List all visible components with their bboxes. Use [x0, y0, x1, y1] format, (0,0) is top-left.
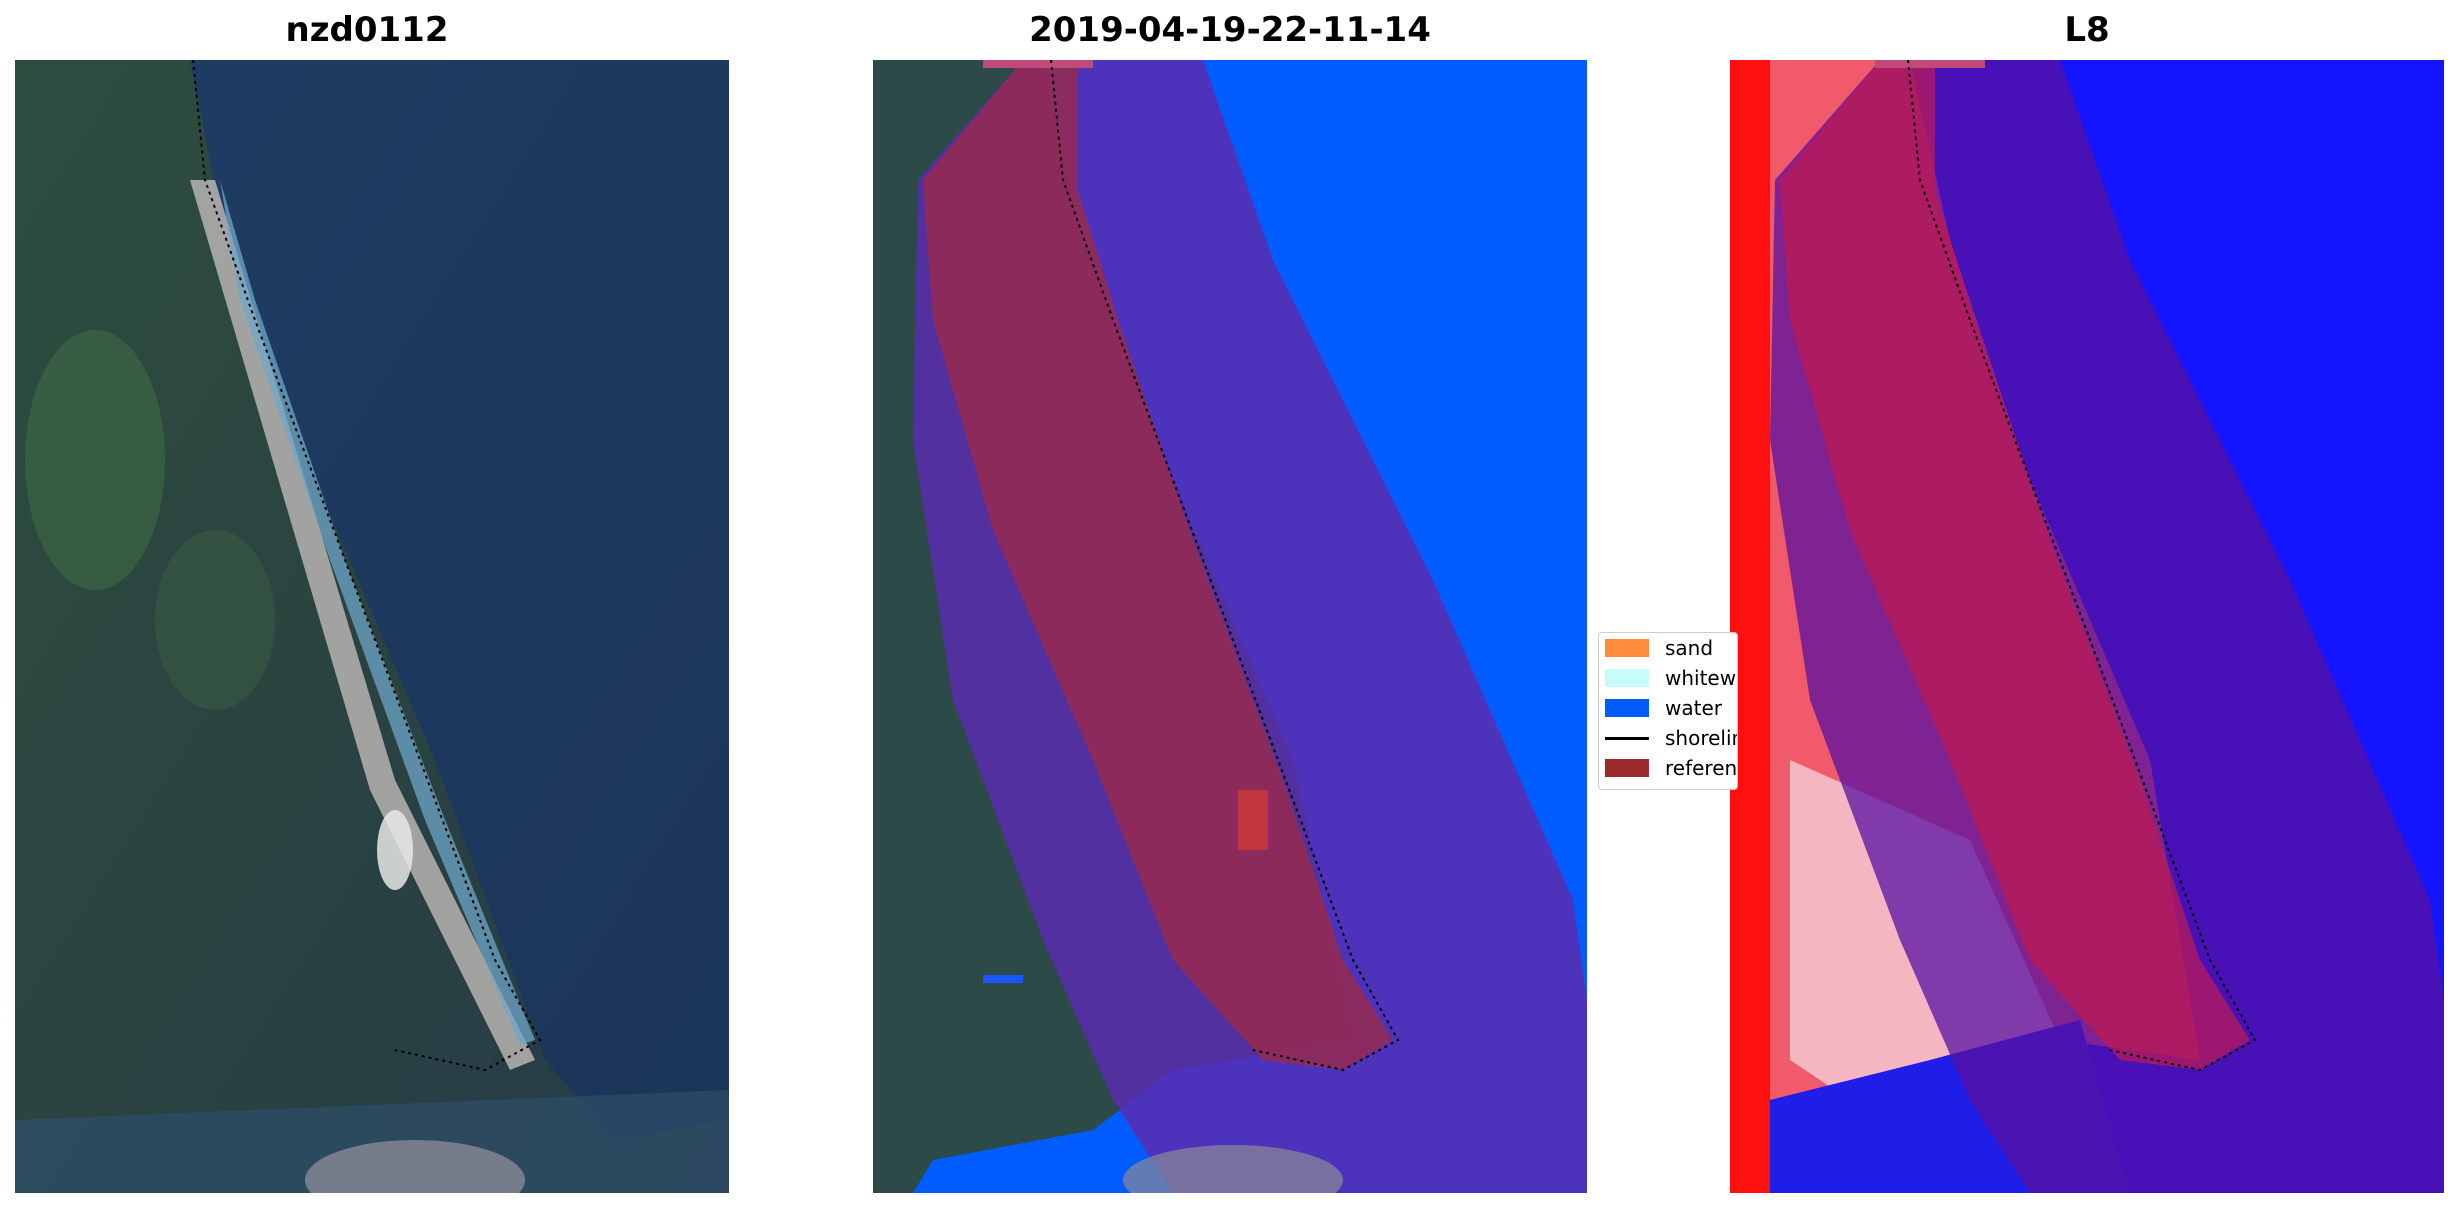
legend-label-reference: reference: [1665, 756, 1738, 780]
legend-item-whitewater: whitewater: [1605, 665, 1737, 691]
panel-title-index: L8: [2064, 10, 2110, 50]
water-index-image: [1730, 60, 2444, 1193]
legend-item-water: water: [1605, 695, 1722, 721]
legend-label-sand: sand: [1665, 636, 1714, 660]
legend-item-shoreline: shoreline: [1605, 725, 1737, 751]
legend-label-shoreline: shoreline: [1665, 726, 1737, 750]
rgb-image-panel: [15, 60, 729, 1193]
legend-item-sand: sand: [1605, 635, 1713, 661]
panel-title-classification: 2019-04-19-22-11-14: [1029, 10, 1431, 50]
legend-label-whitewater: whitewater: [1665, 666, 1737, 690]
rgb-satellite-image: [15, 60, 729, 1193]
panel-title-rgb: nzd0112: [285, 10, 449, 50]
whitewater-swatch: [1605, 669, 1649, 687]
legend: sand whitewater water shoreline referenc…: [1598, 632, 1738, 790]
sand-swatch: [1605, 639, 1649, 657]
water-swatch: [1605, 699, 1649, 717]
reference-swatch: [1605, 759, 1649, 777]
legend-item-reference: reference: [1605, 755, 1738, 781]
index-panel: [1730, 60, 2444, 1193]
classification-panel: [873, 60, 1587, 1193]
legend-label-water: water: [1665, 696, 1722, 720]
shoreline-line-swatch: [1605, 736, 1649, 740]
classification-image: [873, 60, 1587, 1193]
